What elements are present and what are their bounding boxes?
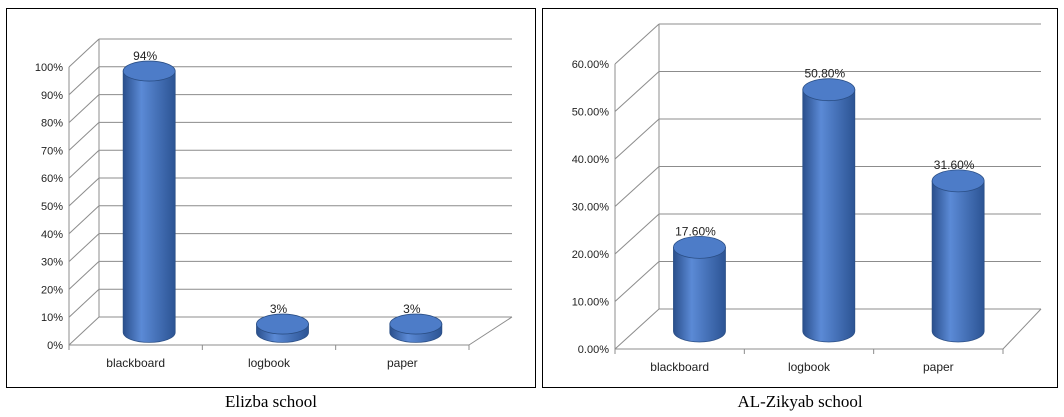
chart-al-zikyab: 0.00% 10.00% 20.00% 30.00% 40.00% 50.00% 60.00… <box>572 23 1042 374</box>
category-label: paper <box>387 356 418 370</box>
chart-elizba: 0% 10% 20% 30% 40% 50% 60% 70% 80% 90% 100% 94% blac… <box>35 38 513 370</box>
y-tick-label: 40% <box>41 229 63 241</box>
y-tick-label: 70% <box>41 145 63 157</box>
gridline-depth <box>614 261 660 302</box>
bar-top <box>673 235 726 259</box>
y-tick-label: 20.00% <box>572 249 610 261</box>
category-label: logbook <box>788 360 831 374</box>
bar-top <box>122 60 176 82</box>
gridline-depth <box>614 118 660 160</box>
data-label: 94% <box>133 49 157 63</box>
gridline-depth <box>68 177 100 207</box>
y-tick-label: 30.00% <box>572 202 610 214</box>
data-label: 31.60% <box>934 158 975 172</box>
y-tick-label: 50% <box>41 201 63 213</box>
data-label: 3% <box>403 302 421 316</box>
bar-paper <box>931 169 985 343</box>
gridline-depth <box>68 205 100 235</box>
floor-edge <box>1002 308 1042 350</box>
gridline-depth <box>68 288 100 318</box>
bar-body <box>673 247 726 343</box>
y-tick-label: 10.00% <box>572 297 610 309</box>
gridline-depth <box>68 233 100 262</box>
bar-logbook <box>802 78 856 343</box>
y-tick-label: 60.00% <box>572 59 610 71</box>
gridline-depth <box>614 23 660 65</box>
y-tick-label: 10% <box>41 312 63 324</box>
y-tick-label: 40.00% <box>572 154 610 166</box>
bar-top <box>389 313 443 335</box>
bar-logbook <box>256 313 309 343</box>
chart-panel-elizba: 0% 10% 20% 30% 40% 50% 60% 70% 80% 90% 100% 94% blac… <box>6 8 536 388</box>
data-label: 3% <box>270 302 288 316</box>
data-label: 50.80% <box>804 67 845 81</box>
category-label: paper <box>923 360 954 374</box>
chart-caption-al-zikyab: AL-Zikyab school <box>737 392 863 411</box>
chart-caption-elizba: Elizba school <box>224 392 318 411</box>
bar-paper <box>389 313 443 343</box>
gridline-depth <box>68 38 100 68</box>
gridline-depth <box>614 166 660 207</box>
y-tick-label: 80% <box>41 118 63 130</box>
category-label: logbook <box>248 356 291 370</box>
y-tick-label: 30% <box>41 257 63 269</box>
bar-blackboard <box>673 235 726 343</box>
category-label: blackboard <box>106 356 165 370</box>
y-tick-label: 50.00% <box>572 107 610 119</box>
bar-blackboard <box>122 60 176 343</box>
bar-top <box>931 169 985 193</box>
floor-edge <box>468 316 513 346</box>
gridline-depth <box>68 94 100 123</box>
gridline-depth <box>68 316 100 346</box>
y-tick-label: 0% <box>47 340 63 352</box>
data-label: 17.60% <box>675 224 716 238</box>
category-label: blackboard <box>650 360 709 374</box>
gridline-depth <box>68 149 100 179</box>
bar-top <box>256 313 309 335</box>
chart-panel-al-zikyab: 0.00% 10.00% 20.00% 30.00% 40.00% 50.00% 60.00… <box>542 8 1058 388</box>
bar-body <box>931 180 985 343</box>
gridline-depth <box>614 71 660 112</box>
y-tick-label: 20% <box>41 284 63 296</box>
bar-body <box>122 70 176 343</box>
gridline-depth <box>68 261 100 290</box>
gridline-depth <box>68 66 100 96</box>
y-tick-label: 90% <box>41 90 63 102</box>
y-tick-label: 60% <box>41 173 63 185</box>
bar-top <box>802 78 856 102</box>
bar-body <box>802 89 856 343</box>
gridline-depth <box>68 122 100 151</box>
y-tick-label: 0.00% <box>578 344 609 356</box>
y-tick-label: 100% <box>35 62 63 74</box>
gridline-depth <box>614 308 660 350</box>
gridline-depth <box>614 213 660 255</box>
